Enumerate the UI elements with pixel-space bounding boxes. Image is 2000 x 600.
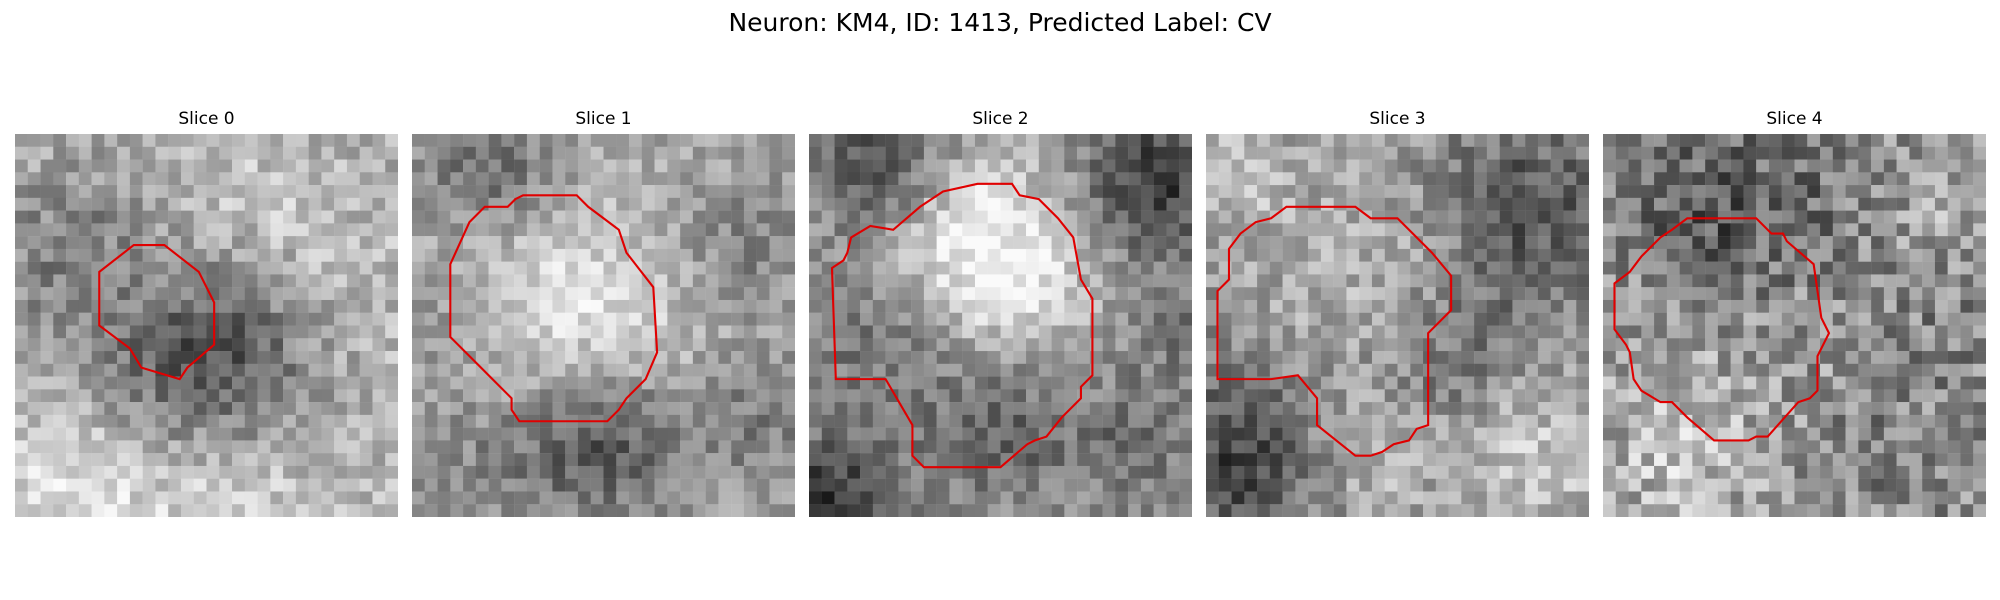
- red-contour: [830, 182, 1094, 469]
- slice-panel-0: Slice 0: [15, 108, 398, 517]
- slice-title-4: Slice 4: [1766, 109, 1823, 129]
- slice-title-2: Slice 2: [972, 109, 1029, 129]
- slice-title-3: Slice 3: [1369, 109, 1426, 129]
- grayscale-pixels: [1206, 134, 1589, 517]
- slice-panel-3: Slice 3: [1206, 108, 1589, 517]
- slice-title-1: Slice 1: [575, 109, 632, 129]
- red-contour: [98, 244, 216, 381]
- red-contour: [1613, 217, 1831, 442]
- slice-image-1: [412, 134, 795, 517]
- grayscale-pixels: [15, 134, 398, 517]
- slice-image-3: [1206, 134, 1589, 517]
- slice-image-2: [809, 134, 1192, 517]
- slice-image-0: [15, 134, 398, 517]
- red-contour: [1216, 205, 1453, 457]
- slice-panel-1: Slice 1: [412, 108, 795, 517]
- slice-image-4: [1603, 134, 1986, 517]
- grayscale-pixels: [1603, 134, 1986, 517]
- slice-panel-4: Slice 4: [1603, 108, 1986, 517]
- figure-title: Neuron: KM4, ID: 1413, Predicted Label: …: [728, 8, 1272, 37]
- slice-title-0: Slice 0: [178, 109, 235, 129]
- red-contour: [449, 194, 659, 423]
- grayscale-pixels: [412, 134, 795, 517]
- grayscale-pixels: [809, 134, 1192, 517]
- slice-panel-2: Slice 2: [809, 108, 1192, 517]
